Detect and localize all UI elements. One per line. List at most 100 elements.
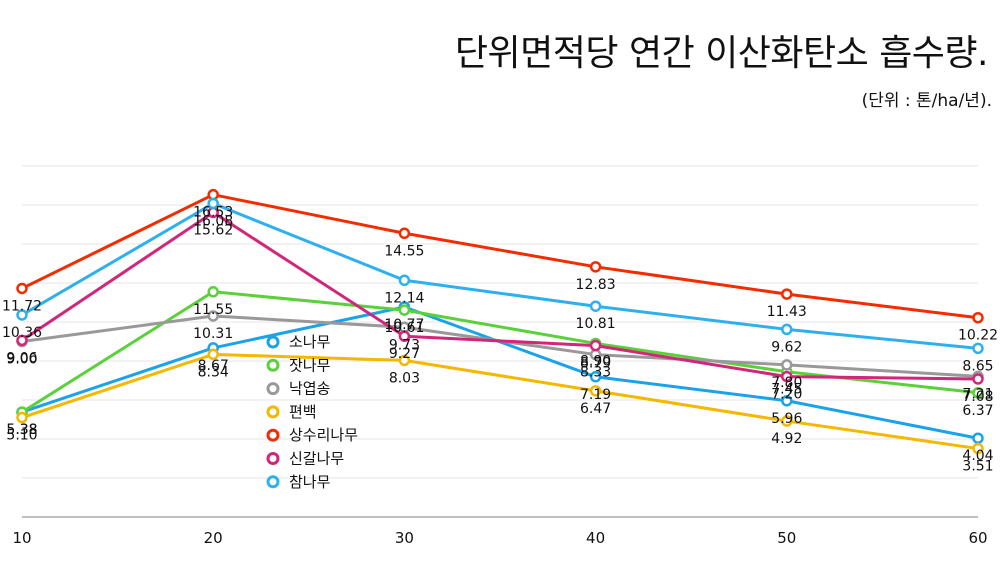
data-point [781,395,793,407]
data-point [207,286,219,298]
x-tick-label: 50 [777,529,796,547]
legend-marker [266,335,280,349]
data-point [589,339,602,352]
data-point [16,282,28,295]
data-label: 4.04 [962,448,993,464]
data-point [972,432,984,444]
data-point [398,354,411,367]
legend-label: 신갈나무 [289,450,344,468]
data-label: 7.80 [771,375,802,391]
data-point [398,304,411,316]
x-tick-label: 20 [204,529,223,547]
data-label: 7.08 [962,389,993,405]
data-point [781,323,793,336]
series-line [21,210,979,381]
data-label: 4.92 [771,431,802,447]
data-label: 8.03 [389,370,420,386]
data-point [781,359,793,371]
data-point [972,442,984,455]
data-point [972,342,984,355]
data-point [589,371,602,383]
data-label: 15.62 [193,222,233,238]
data-label: 7.45 [771,382,802,398]
data-label: 6.47 [580,401,611,417]
chart-subtitle: (단위 : 톤/ha/년). [861,91,992,111]
data-label: 8.65 [962,358,993,374]
data-point [398,274,411,287]
data-point [781,288,793,300]
data-point [589,300,602,312]
legend-label: 상수리나무 [289,426,358,444]
data-label: 14.55 [384,243,424,259]
data-label: 5.38 [6,422,37,438]
legend-label: 소나무 [289,333,331,351]
data-label: 3.51 [962,459,993,475]
data-label: 8.33 [580,365,611,381]
data-label: 8.79 [580,356,611,372]
data-label: 9.06 [6,350,37,366]
data-label: 11.72 [2,298,42,314]
data-label: 10.61 [384,320,424,336]
data-label: 12.83 [576,277,616,293]
data-label: 8.90 [580,353,611,369]
series-line [21,193,979,320]
data-label: 11.55 [193,302,233,318]
data-point [589,261,602,273]
data-label: 9.73 [389,337,420,353]
series-line [21,290,979,414]
data-label: 10.22 [958,328,998,344]
legend-marker [266,405,280,419]
legend-marker [266,475,280,489]
data-label: 10.36 [2,325,42,341]
data-point [16,411,28,424]
legend-label: 잣나무 [289,356,331,374]
data-label: 7.20 [771,387,802,403]
data-point [781,370,793,383]
data-label: 9.27 [389,346,420,362]
x-tick-label: 60 [968,529,987,547]
data-point [972,373,984,385]
legend-marker [266,358,280,372]
series-line [21,201,979,350]
data-point [398,227,411,240]
data-label: 8.67 [198,358,229,374]
data-label: 16.08 [193,213,233,229]
data-point [398,330,411,342]
legend-marker [266,428,280,442]
series-line [21,352,979,451]
data-label: 10.77 [384,317,424,333]
data-point [207,348,219,361]
legend-marker [266,382,280,396]
chart-title: 단위면적당 연간 이산화탄소 흡수량. [454,33,989,74]
data-point [207,197,219,210]
data-label: 5.96 [771,411,802,427]
data-label: 11.43 [767,304,807,320]
data-point [16,309,28,321]
legend-label: 참나무 [289,473,331,491]
data-label: 7.21 [962,386,993,402]
legend-label: 낙엽송 [289,380,330,398]
data-label: 10.81 [576,316,616,332]
data-label: 5.10 [6,428,37,444]
data-label: 12.14 [384,290,424,306]
data-point [972,387,984,399]
data-label: 9.62 [771,339,802,355]
x-tick-label: 30 [395,529,414,547]
data-point [16,334,28,347]
data-label: 10.31 [193,326,233,342]
legend-label: 편백 [289,403,317,421]
series-line [21,314,979,378]
data-label: 7.19 [580,387,611,403]
data-label: 9.00 [6,352,37,368]
x-tick-label: 10 [12,529,31,547]
data-label: 5.38 [6,422,37,438]
data-label: 6.37 [962,403,993,419]
data-point [589,385,602,397]
x-tick-label: 40 [586,529,605,547]
data-label: 16.53 [193,205,233,221]
data-point [972,311,984,324]
data-point [207,310,219,322]
data-label: 8.34 [198,364,229,380]
legend-marker [266,452,280,465]
